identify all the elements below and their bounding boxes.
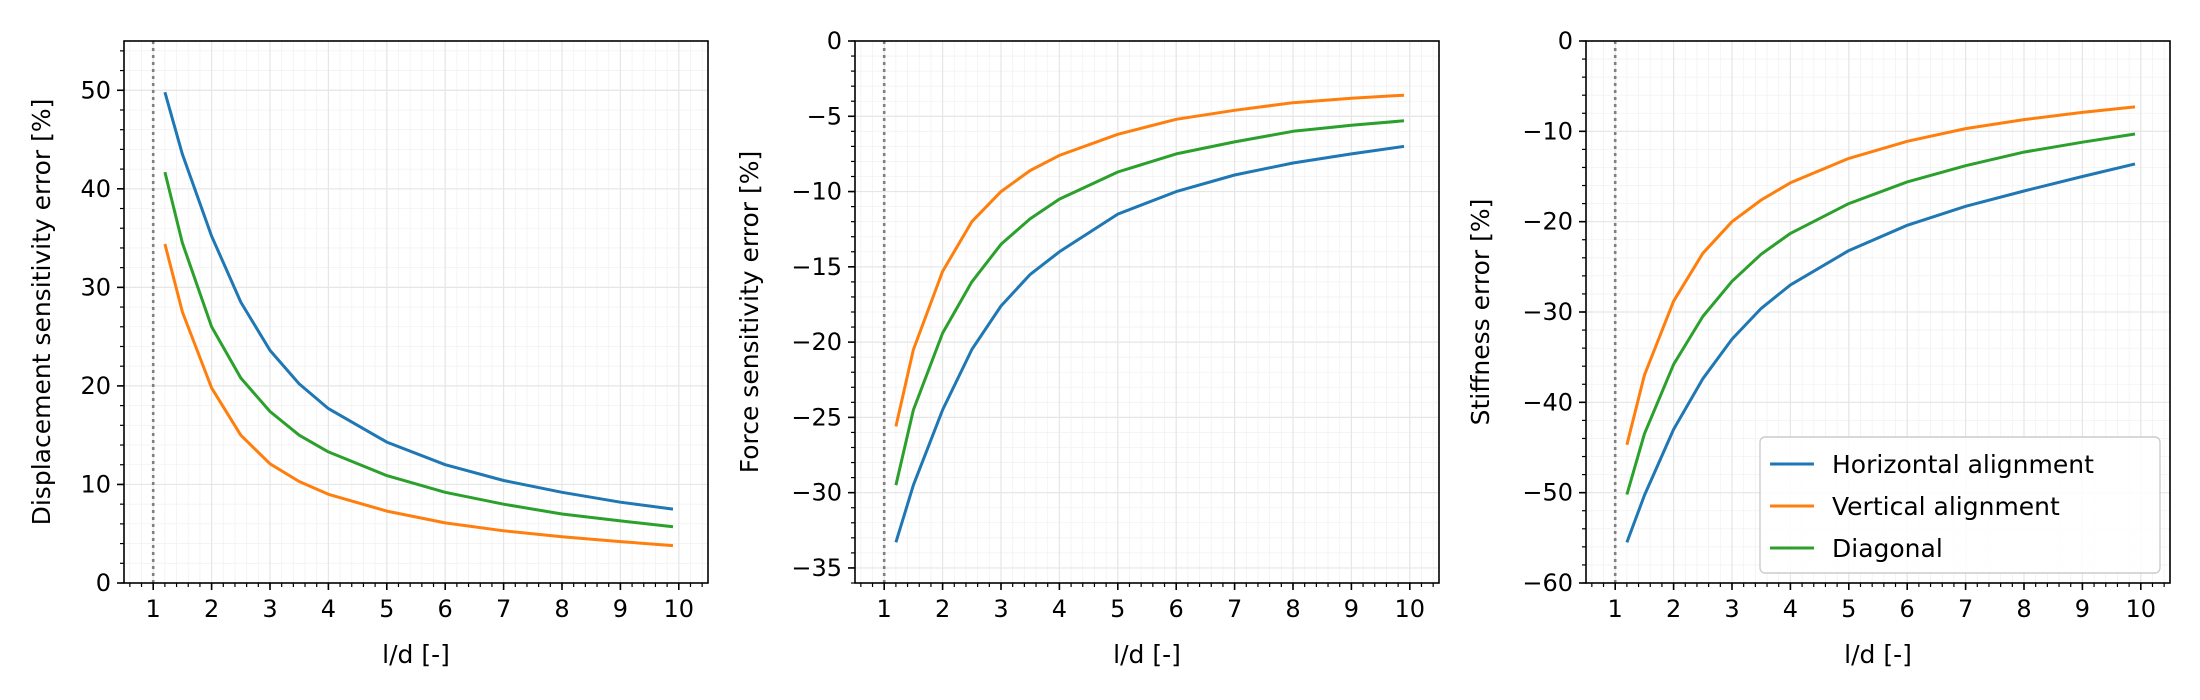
x-tick-label: 10 <box>2126 595 2157 623</box>
y-tick-label: −20 <box>791 328 842 356</box>
x-tick-label: 8 <box>1285 595 1300 623</box>
x-tick-label: 9 <box>2075 595 2090 623</box>
axes-frame <box>123 40 709 584</box>
x-tick-label: 4 <box>321 595 336 623</box>
grid <box>855 40 1439 584</box>
series-line-vertical <box>894 93 1405 427</box>
series-line-horizontal <box>894 144 1405 543</box>
legend-box <box>1759 436 2161 574</box>
x-tick-label: 9 <box>613 595 628 623</box>
y-tick-label: −5 <box>807 102 842 130</box>
x-tick-label: 9 <box>1344 595 1359 623</box>
y-axis-label: Force sensitivity error [%] <box>735 151 764 474</box>
x-tick-label: 3 <box>993 595 1008 623</box>
chart-panel-1: 1 2 3 4 5 6 7 8 9 10 0 10 20 30 40 50 l/d [-] Displacemen… <box>27 40 709 669</box>
y-tick-label: −35 <box>791 554 842 582</box>
y-tick-label: −25 <box>791 403 842 431</box>
x-tick-label: 10 <box>1395 595 1426 623</box>
legend-label-diagonal: Diagonal <box>1832 534 1943 563</box>
y-tick-label: 30 <box>80 273 111 301</box>
x-tick-label: 7 <box>1958 595 1973 623</box>
x-tick-label: 7 <box>1227 595 1242 623</box>
x-tick-label: 2 <box>1666 595 1681 623</box>
y-tick-label: 0 <box>96 569 111 597</box>
x-axis-label: l/d [-] <box>1113 640 1181 669</box>
y-tick-label: −10 <box>791 178 842 206</box>
y-tick-label: −30 <box>1522 298 1573 326</box>
series-line-horizontal <box>163 91 674 511</box>
series-line-horizontal <box>1625 162 2136 543</box>
x-tick-label: 4 <box>1783 595 1798 623</box>
x-tick-label: 8 <box>554 595 569 623</box>
series-line-vertical <box>163 243 674 548</box>
series-line-diagonal <box>894 119 1405 486</box>
x-tick-label: 8 <box>2016 595 2031 623</box>
x-axis-label: l/d [-] <box>382 640 450 669</box>
x-tick-label: 5 <box>1841 595 1856 623</box>
x-tick-label: 10 <box>664 595 695 623</box>
x-tick-label: 1 <box>146 595 161 623</box>
series-line-diagonal <box>1625 132 2136 495</box>
y-tick-label: 20 <box>80 372 111 400</box>
y-tick-label: −60 <box>1522 569 1573 597</box>
x-tick-label: 6 <box>1169 595 1184 623</box>
series-line-diagonal <box>163 171 674 529</box>
series-line-vertical <box>1625 105 2136 446</box>
x-tick-label: 2 <box>204 595 219 623</box>
x-tick-label: 4 <box>1052 595 1067 623</box>
chart-panel-2: 1 2 3 4 5 6 7 8 9 10 0 −5 −10 −15 −20 −25 −30 −35 l/d [-] F… <box>735 27 1440 669</box>
y-axis-label: Displacement sensitivity error [%] <box>27 99 56 526</box>
y-tick-label: −30 <box>791 479 842 507</box>
y-tick-label: 0 <box>827 27 842 55</box>
x-tick-label: 2 <box>935 595 950 623</box>
y-tick-label: 50 <box>80 76 111 104</box>
y-tick-label: 10 <box>80 470 111 498</box>
x-tick-label: 3 <box>1724 595 1739 623</box>
x-tick-label: 6 <box>438 595 453 623</box>
y-tick-label: −10 <box>1522 117 1573 145</box>
x-tick-label: 6 <box>1900 595 1915 623</box>
y-axis-label: Stiffness error [%] <box>1466 199 1495 426</box>
legend-label-vertical: Vertical alignment <box>1832 492 2060 521</box>
x-tick-label: 7 <box>496 595 511 623</box>
x-tick-label: 5 <box>379 595 394 623</box>
y-tick-label: −15 <box>791 253 842 281</box>
x-axis-label: l/d [-] <box>1844 640 1912 669</box>
y-tick-label: 40 <box>80 175 111 203</box>
x-tick-label: 5 <box>1110 595 1125 623</box>
y-tick-label: −50 <box>1522 479 1573 507</box>
y-tick-label: −40 <box>1522 388 1573 416</box>
x-tick-label: 1 <box>877 595 892 623</box>
legend: Horizontal alignment Vertical alignment Di… <box>1759 436 2161 574</box>
x-tick-label: 1 <box>1608 595 1623 623</box>
chart-panel-3: 1 2 3 4 5 6 7 8 9 10 0 −10 −20 −30 −40 −50 −60 l/d [-] Sti… <box>1466 27 2171 669</box>
y-tick-label: 0 <box>1558 27 1573 55</box>
x-tick-label: 3 <box>262 595 277 623</box>
legend-label-horizontal: Horizontal alignment <box>1832 450 2094 479</box>
y-tick-label: −20 <box>1522 208 1573 236</box>
